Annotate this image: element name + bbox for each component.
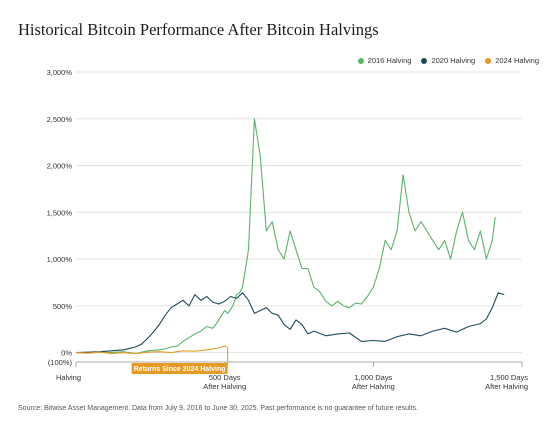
series-line-2020-halving — [75, 292, 505, 354]
y-tick-label: (100%) — [48, 358, 73, 367]
x-tick-label: Halving — [56, 373, 81, 382]
y-tick-label: 3,000% — [47, 68, 73, 77]
chart-title: Historical Bitcoin Performance After Bit… — [18, 20, 379, 39]
x-tick-label: After Halving — [203, 382, 246, 391]
legend-swatch-2016 — [357, 57, 364, 64]
legend-swatch-2024 — [485, 57, 492, 64]
y-tick-label: 1,500% — [47, 208, 73, 217]
series-line-2016-halving — [75, 118, 496, 355]
line-chart: 3,000% 2,500% 2,000% 1,500% 1,000% 500% 0%(100… — [47, 68, 529, 391]
y-tick-label: 2,500% — [47, 115, 73, 124]
legend-swatch-2020 — [421, 57, 428, 64]
x-tick-label: 500 Days — [209, 373, 241, 382]
x-tick-label: After Halving — [485, 382, 528, 391]
y-tick-label: 1,000% — [47, 255, 73, 264]
annotation-label: Returns Since 2024 Halving — [134, 366, 226, 373]
series-line-2024-halving — [75, 345, 228, 355]
legend-label-2024: 2024 Halving — [495, 56, 539, 65]
legend-label-2020: 2020 Halving — [431, 56, 476, 65]
x-tick-label: After Halving — [352, 382, 395, 391]
y-tick-label: 2,000% — [47, 162, 73, 171]
x-tick-label: 1,500 Days — [490, 373, 528, 382]
legend-item-2016: 2016 Halving — [357, 56, 412, 65]
y-tick-label: 500% — [53, 302, 73, 311]
legend-label-2016: 2016 Halving — [367, 56, 412, 65]
annotation-box — [131, 363, 228, 374]
legend-item-2020: 2020 Halving — [421, 56, 475, 65]
x-tick-label: 1,000 Days — [354, 373, 392, 382]
y-tick-label: 0% — [61, 349, 72, 358]
legend-item-2024: 2024 Halving — [485, 56, 539, 65]
legend: 2016 Halving 2020 Halving 2024 Halving — [357, 56, 539, 65]
source-note: Source: Bitwise Asset Management. Data f… — [18, 405, 418, 412]
